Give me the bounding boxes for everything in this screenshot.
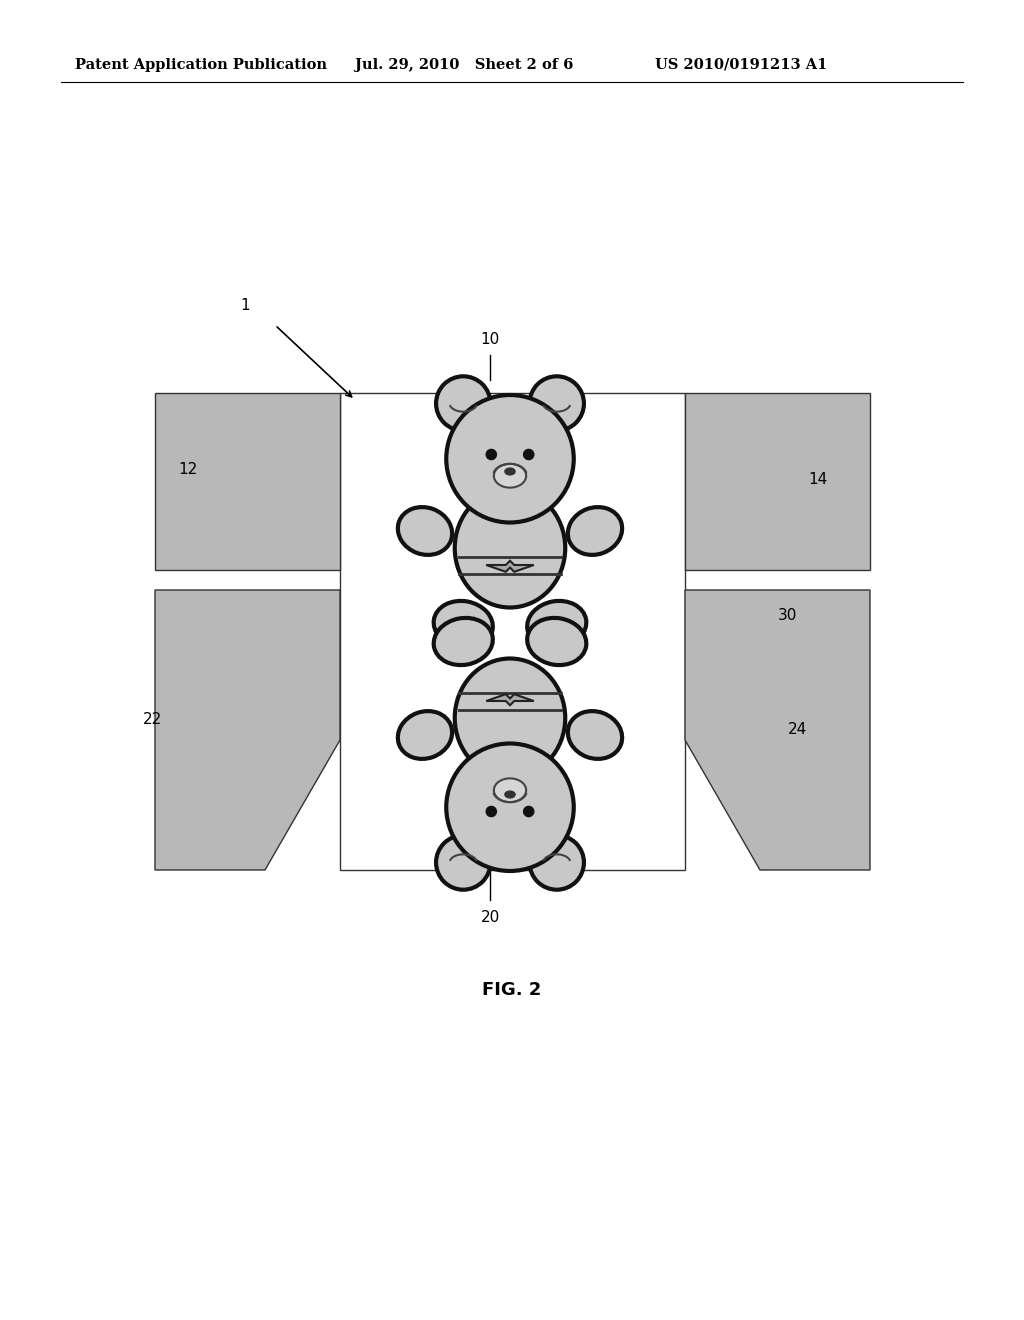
Text: 12: 12	[179, 462, 198, 478]
Circle shape	[486, 449, 497, 459]
Ellipse shape	[505, 791, 515, 797]
Circle shape	[486, 807, 497, 817]
Ellipse shape	[494, 779, 526, 803]
Ellipse shape	[434, 618, 493, 665]
Circle shape	[529, 836, 584, 890]
Ellipse shape	[398, 711, 453, 759]
Bar	[685, 393, 870, 570]
Bar	[155, 393, 340, 570]
Ellipse shape	[568, 507, 623, 554]
Text: 1: 1	[241, 297, 250, 313]
Ellipse shape	[398, 507, 453, 554]
Text: 14: 14	[808, 473, 827, 487]
Ellipse shape	[494, 463, 526, 487]
Circle shape	[523, 807, 534, 817]
Ellipse shape	[434, 601, 493, 648]
Circle shape	[529, 376, 584, 430]
Ellipse shape	[527, 618, 587, 665]
Text: FIG. 2: FIG. 2	[482, 981, 542, 999]
Circle shape	[436, 376, 490, 430]
Text: 10: 10	[480, 333, 500, 347]
Circle shape	[436, 836, 490, 890]
Circle shape	[523, 449, 534, 459]
Text: US 2010/0191213 A1: US 2010/0191213 A1	[655, 58, 827, 73]
Ellipse shape	[505, 469, 515, 475]
Text: 24: 24	[788, 722, 807, 738]
Polygon shape	[685, 590, 870, 870]
Text: 22: 22	[142, 713, 162, 727]
Ellipse shape	[527, 601, 587, 648]
Ellipse shape	[568, 711, 623, 759]
Circle shape	[446, 395, 573, 523]
Text: 20: 20	[480, 911, 500, 925]
Ellipse shape	[455, 659, 565, 777]
Text: Patent Application Publication: Patent Application Publication	[75, 58, 327, 73]
Polygon shape	[486, 694, 534, 705]
Text: Jul. 29, 2010   Sheet 2 of 6: Jul. 29, 2010 Sheet 2 of 6	[355, 58, 573, 73]
Ellipse shape	[455, 488, 565, 607]
Text: 30: 30	[778, 607, 798, 623]
Bar	[340, 393, 685, 870]
Polygon shape	[486, 561, 534, 572]
Polygon shape	[155, 590, 340, 870]
Circle shape	[446, 743, 573, 871]
